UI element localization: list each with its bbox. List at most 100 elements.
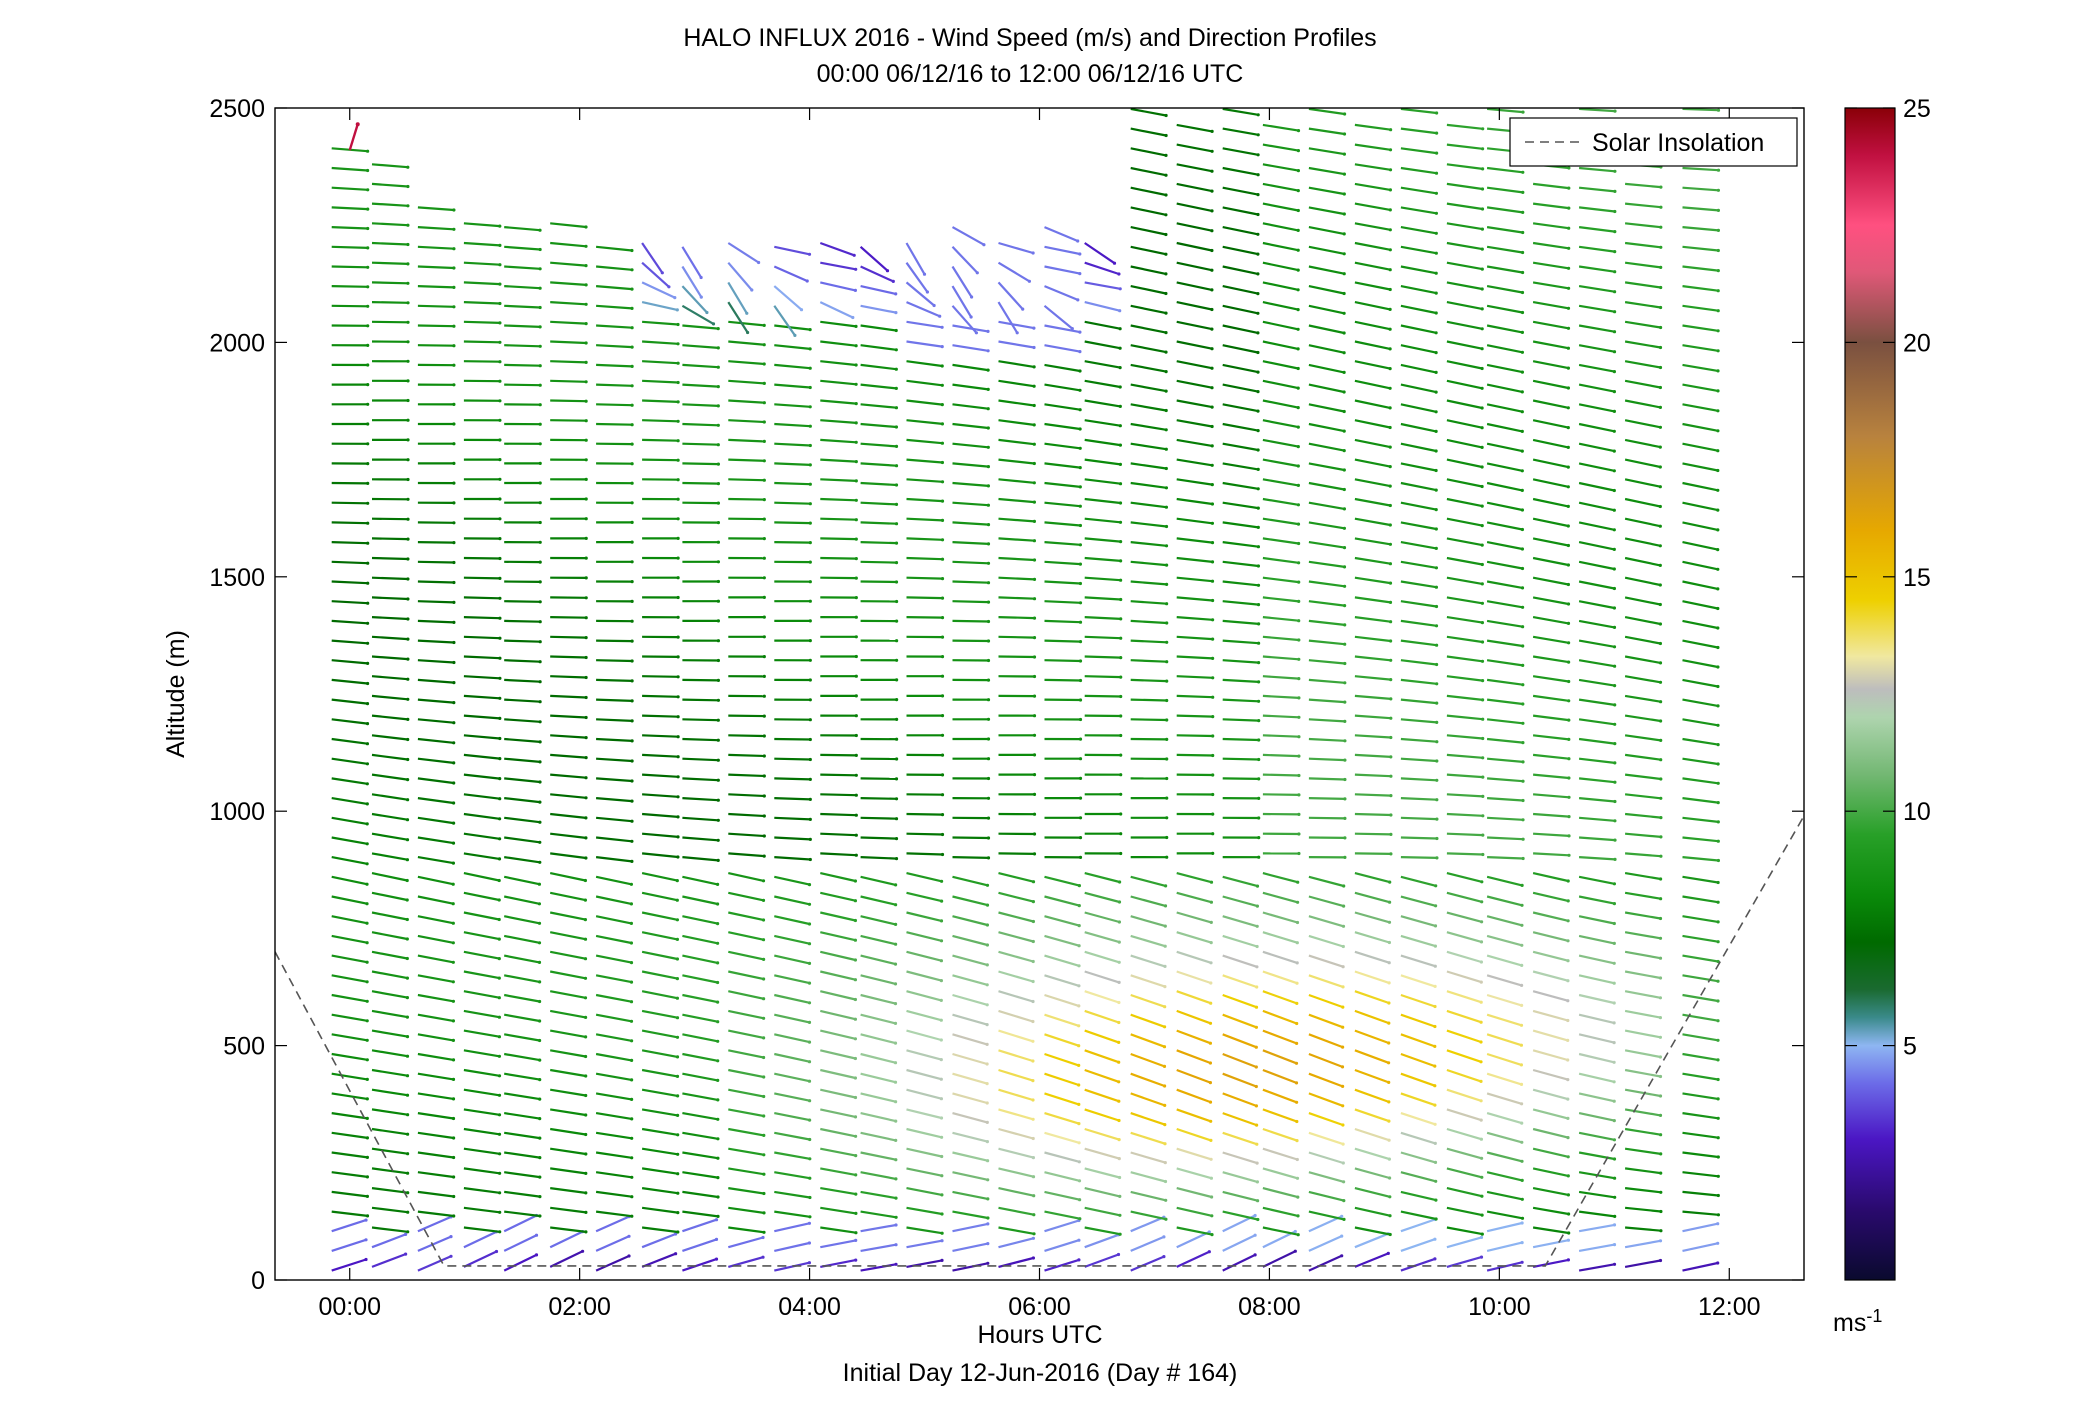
colorbar-tick-label: 20 xyxy=(1903,329,1931,357)
wind-barb-tip xyxy=(1256,583,1261,587)
wind-barb xyxy=(331,265,368,269)
wind-barb-tip xyxy=(365,902,369,906)
wind-barb-tip xyxy=(1716,228,1720,232)
wind-barb-tip xyxy=(630,268,634,272)
wind-barb-tip xyxy=(538,403,542,407)
wind-barb-tip xyxy=(716,718,720,722)
wind-barb-tip xyxy=(366,462,370,466)
wind-barb-tip xyxy=(1295,941,1299,945)
wind-barb-tip xyxy=(1613,684,1617,688)
wind-barb xyxy=(1130,1171,1166,1183)
wind-barb xyxy=(952,541,989,545)
wind-barb xyxy=(727,301,749,334)
wind-barb xyxy=(1176,399,1213,409)
wind-barb xyxy=(1130,934,1166,948)
wind-barb xyxy=(1222,1171,1258,1183)
wind-barb-tip xyxy=(1567,286,1571,290)
wind-barb xyxy=(1486,403,1523,413)
wind-barb-tip xyxy=(1015,331,1019,335)
wind-barb-tip xyxy=(986,465,991,469)
wind-barb xyxy=(860,324,897,332)
wind-barb xyxy=(417,816,454,825)
wind-barb xyxy=(859,245,889,272)
wind-barb-tip xyxy=(1435,778,1439,782)
wind-barb xyxy=(1044,1131,1080,1144)
wind-barb xyxy=(820,320,857,328)
wind-barb-tip xyxy=(986,368,990,372)
wind-barb xyxy=(1262,340,1299,350)
wind-barb-tip xyxy=(894,386,898,390)
wind-barb xyxy=(1222,619,1259,625)
wind-barb xyxy=(331,1151,368,1159)
wind-barb xyxy=(417,777,454,785)
wind-barb-tip xyxy=(1163,944,1167,948)
wind-barb-tip xyxy=(1343,719,1347,724)
wind-barb xyxy=(1044,245,1081,256)
wind-barb-tip xyxy=(1118,1175,1122,1180)
wind-barb xyxy=(1354,537,1391,546)
wind-barb-tip xyxy=(986,445,990,449)
wind-barb-tip xyxy=(1078,836,1083,840)
wind-barb xyxy=(463,281,500,286)
wind-barb-tip xyxy=(1479,1235,1484,1239)
wind-barb-tip xyxy=(986,426,990,430)
wind-barb xyxy=(371,301,409,304)
wind-barb xyxy=(728,1187,765,1195)
wind-barb xyxy=(1130,383,1167,393)
wind-barb-tip xyxy=(366,501,370,505)
wind-barb-tip xyxy=(1566,306,1571,310)
wind-barb xyxy=(728,1206,765,1214)
wind-barb-tip xyxy=(1031,1079,1035,1083)
wind-barb-tip xyxy=(1163,964,1167,969)
wind-barb xyxy=(820,852,857,857)
wind-barb xyxy=(1176,675,1213,679)
wind-barb xyxy=(998,1206,1035,1216)
wind-barb xyxy=(952,1131,988,1143)
wind-barb xyxy=(1084,616,1121,620)
wind-barb xyxy=(331,1092,368,1100)
wind-barb-tip xyxy=(1077,1160,1081,1164)
wind-barb xyxy=(998,379,1035,388)
wind-barb-tip xyxy=(1520,488,1524,492)
wind-barb-tip xyxy=(1520,330,1524,334)
wind-barb xyxy=(1578,1263,1615,1272)
wind-barb-tip xyxy=(939,939,944,943)
wind-barb-tip xyxy=(1078,350,1082,354)
wind-barb-tip xyxy=(406,677,410,681)
wind-barb xyxy=(1354,1108,1390,1123)
wind-barb xyxy=(1486,1052,1522,1066)
wind-barb-tip xyxy=(1210,483,1214,487)
wind-barb-tip xyxy=(538,1214,542,1218)
wind-barb xyxy=(1624,1206,1662,1213)
wind-barb xyxy=(1446,1049,1482,1063)
wind-barb xyxy=(417,659,454,664)
wind-barb xyxy=(595,1190,632,1198)
wind-barb-tip xyxy=(1716,389,1720,393)
wind-barb xyxy=(1044,1190,1080,1201)
wind-barb xyxy=(820,281,856,292)
wind-barb-tip xyxy=(406,1171,410,1175)
wind-barb xyxy=(998,340,1035,349)
wind-barb-tip xyxy=(1716,289,1720,293)
wind-barb-tip xyxy=(1209,941,1213,945)
wind-barb xyxy=(1262,793,1299,796)
wind-barb xyxy=(503,1253,537,1272)
wind-barb xyxy=(550,399,587,403)
wind-barb-tip xyxy=(762,977,766,981)
wind-barb-tip xyxy=(1211,715,1215,719)
wind-barb xyxy=(1682,737,1719,746)
wind-barb xyxy=(906,1259,943,1268)
wind-barb xyxy=(1532,931,1569,942)
wind-barb-tip xyxy=(1257,699,1261,703)
wind-barb-tip xyxy=(1343,642,1347,646)
wind-barb xyxy=(550,832,587,839)
wind-barb xyxy=(1130,1112,1166,1126)
wind-barb-tip xyxy=(584,776,588,780)
wind-barb-tip xyxy=(1256,409,1260,413)
wind-barb xyxy=(728,1108,764,1118)
wind-barb-tip xyxy=(366,521,370,525)
wind-barb xyxy=(1682,481,1719,492)
wind-barb xyxy=(463,1127,500,1136)
wind-barb-tip xyxy=(1658,405,1662,409)
